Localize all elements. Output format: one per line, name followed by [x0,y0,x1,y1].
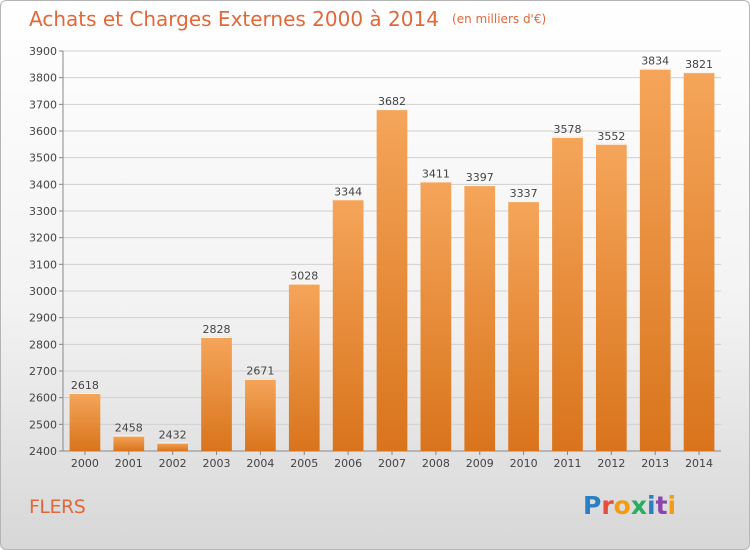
data-label: 3578 [553,123,581,136]
bar [508,201,539,451]
x-tick-label: 2001 [115,457,143,470]
data-label: 3552 [597,130,625,143]
x-tick-label: 2009 [466,457,494,470]
data-label: 2828 [203,323,231,336]
y-tick-label: 3500 [29,152,57,165]
y-tick-label: 3100 [29,258,57,271]
x-tick-label: 2002 [159,457,187,470]
data-label: 3834 [641,55,669,68]
x-tick-label: 2007 [378,457,406,470]
y-tick-label: 3600 [29,125,57,138]
x-tick-label: 2011 [553,457,581,470]
data-label: 3821 [685,58,713,71]
bar [288,283,320,451]
y-tick-label: 3000 [29,285,57,298]
data-label: 3028 [290,270,318,283]
y-tick-label: 3800 [29,72,57,85]
x-tick-label: 2005 [290,457,318,470]
x-tick-label: 2003 [203,457,231,470]
x-tick-label: 2000 [71,457,99,470]
x-tick-label: 2012 [597,457,625,470]
bar [201,336,232,451]
x-tick-label: 2004 [246,457,274,470]
bar [332,199,364,451]
logo-letter: P [583,491,602,520]
logo-letter: x [630,491,647,520]
logo-letter: i [647,491,656,520]
bar [552,136,583,451]
y-tick-label: 3700 [29,98,57,111]
data-label: 2432 [159,428,187,441]
x-tick-label: 2010 [510,457,538,470]
logo-letter: r [601,491,614,520]
y-tick-label: 3400 [29,178,57,191]
x-tick-label: 2013 [641,457,669,470]
bar [69,392,101,451]
y-tick-label: 2900 [29,312,57,325]
bar [376,109,408,451]
y-tick-label: 2400 [29,445,57,458]
bar [639,68,671,451]
y-tick-label: 2700 [29,365,57,378]
chart-title-block: Achats et Charges Externes 2000 à 2014 (… [29,7,546,37]
proxiti-logo[interactable]: Proxiti [583,491,693,521]
data-label: 3344 [334,185,362,198]
data-label: 3682 [378,95,406,108]
x-tick-label: 2006 [334,457,362,470]
data-label: 3397 [466,171,494,184]
bar [683,72,715,452]
data-label: 2618 [71,379,99,392]
bar [113,435,145,451]
chart-unit: (en milliers d'€) [452,12,547,26]
bar [464,185,496,451]
y-tick-label: 2500 [29,418,57,431]
data-label: 2458 [115,422,143,435]
logo-letter: t [655,491,668,520]
logo-letter: i [667,491,677,520]
bar [595,143,627,452]
place-name: FLERS [29,496,86,518]
x-tick-label: 2014 [685,457,713,470]
bar [157,442,189,451]
y-tick-label: 3200 [29,232,57,245]
data-label: 2671 [246,365,274,378]
x-tick-label: 2008 [422,457,450,470]
y-tick-label: 2800 [29,338,57,351]
data-label: 3337 [510,187,538,200]
bar [420,181,452,451]
y-tick-label: 3300 [29,205,57,218]
bar [245,378,276,451]
y-tick-label: 3900 [29,45,57,58]
data-label: 3411 [422,167,450,180]
chart-title: Achats et Charges Externes 2000 à 2014 [29,7,439,31]
y-tick-label: 2600 [29,392,57,405]
logo-letter: o [613,491,631,520]
